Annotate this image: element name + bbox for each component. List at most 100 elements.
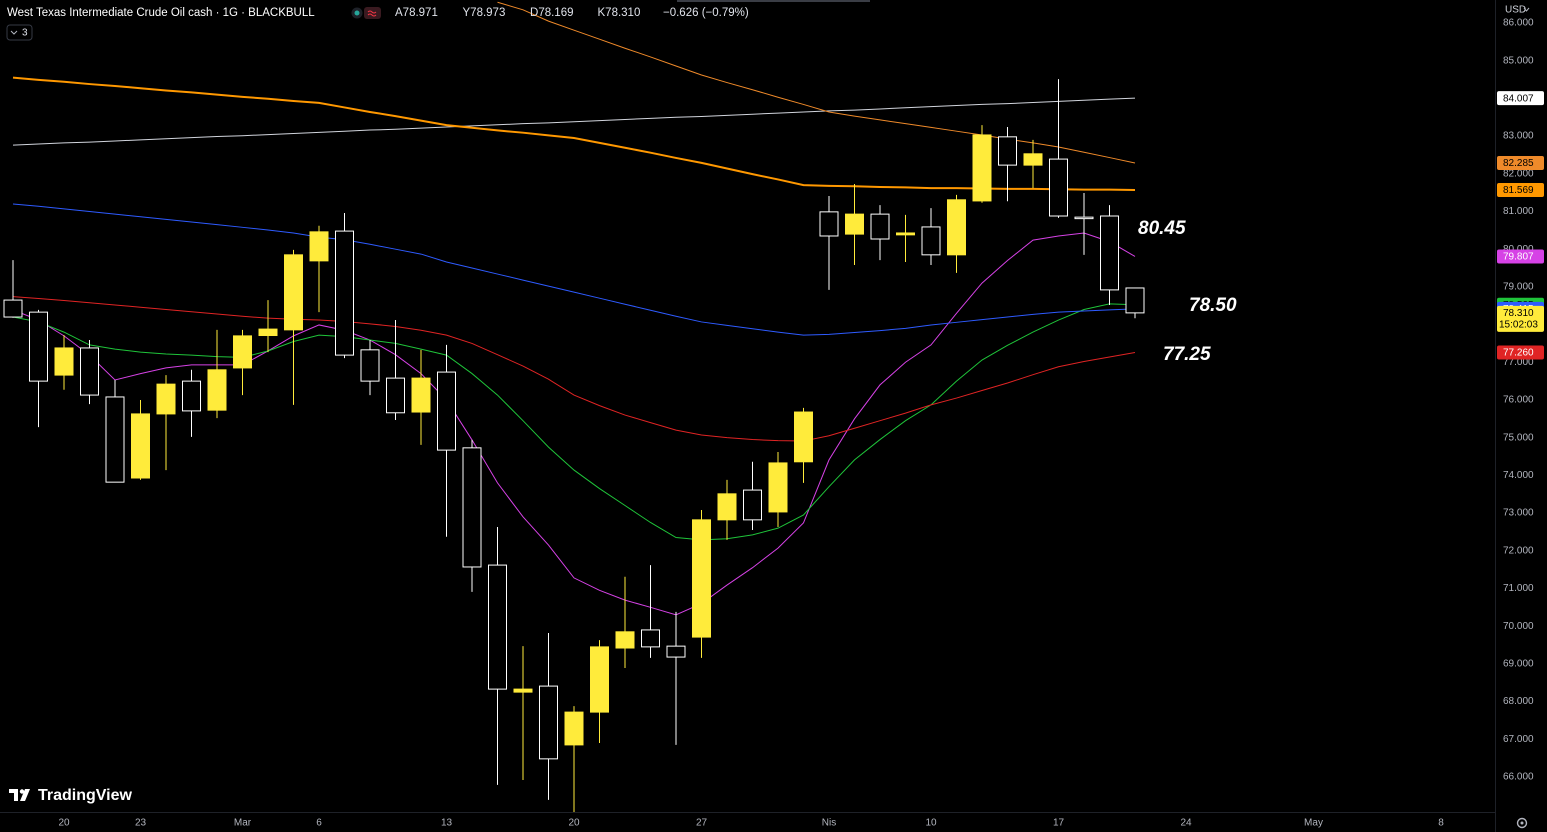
candle-body — [488, 564, 507, 690]
x-tick-label: 20 — [58, 818, 70, 829]
y-tick-label: 82.000 — [1503, 168, 1534, 179]
ohlc-letter: K — [598, 7, 606, 19]
candle-body — [590, 646, 609, 713]
price-label-box — [1497, 156, 1544, 171]
ohlc-item: K78.310 — [598, 7, 641, 19]
x-tick-label: 23 — [135, 818, 147, 829]
moving-average-line — [12, 76, 1136, 192]
candle-body — [411, 377, 431, 413]
candle-body — [258, 328, 278, 337]
y-tick-label: 83.000 — [1503, 131, 1534, 142]
ohlc-letter: A — [395, 7, 403, 19]
moving-average-line — [497, 1, 1136, 164]
candle-body — [870, 213, 890, 240]
axes: 66.000 67.000 68.000 69.000 70.000 71.000 72.0… — [58, 18, 1534, 829]
y-tick-label: 76.000 — [1503, 395, 1534, 406]
price-label: 84.007 — [1503, 93, 1534, 104]
candle-body — [1023, 153, 1043, 166]
candle-body — [717, 493, 737, 521]
ohlc-value: 78.971 — [403, 7, 438, 19]
countdown-label: 15:02:03 — [1499, 320, 1538, 331]
currency[interactable]: USD — [1505, 5, 1526, 16]
brand-name: TradingView — [38, 787, 133, 804]
y-tick-label: 68.000 — [1503, 696, 1534, 707]
y-tick-label: 81.000 — [1503, 206, 1534, 217]
x-tick-label: 20 — [568, 818, 580, 829]
currency-chevron — [1523, 7, 1530, 12]
x-tick-label: 6 — [316, 818, 322, 829]
y-tick-label: 74.000 — [1503, 470, 1534, 481]
price-label-box — [1497, 183, 1544, 198]
market-icon-wave — [367, 10, 377, 17]
candle-body — [309, 231, 329, 262]
y-tick-label: 86.000 — [1503, 18, 1534, 29]
overlay-lines — [12, 1, 1136, 616]
candle-body — [207, 369, 227, 411]
ohlc-item: Y78.973 — [463, 7, 506, 19]
candle-body — [1074, 216, 1094, 220]
candle-body — [1125, 287, 1145, 314]
moving-average-line — [12, 232, 1136, 616]
chevron — [10, 30, 18, 35]
candle-body — [615, 631, 635, 649]
status-dot — [354, 10, 360, 16]
price-label-box — [1497, 249, 1544, 264]
settings-icon[interactable] — [1516, 817, 1528, 829]
brand: TradingView — [9, 787, 133, 804]
candle-body — [360, 349, 380, 382]
brand-logo — [9, 789, 30, 801]
candle-body — [794, 411, 813, 463]
annotation: 77.25 — [1163, 344, 1211, 365]
y-tick-label: 66.000 — [1503, 772, 1534, 783]
chart-title: West Texas Intermediate Crude Oil cash ·… — [7, 7, 315, 19]
x-tick-label: 13 — [441, 818, 453, 829]
candle-body — [80, 347, 99, 396]
y-tick-label: 85.000 — [1503, 55, 1534, 66]
y-tick-label: 72.000 — [1503, 545, 1534, 556]
candle-body — [539, 685, 558, 760]
x-tick-label: 24 — [1180, 818, 1192, 829]
candle-body — [692, 519, 711, 638]
ohlc-value: 78.169 — [538, 7, 573, 19]
gear-center — [1520, 821, 1524, 825]
y-tick-label: 69.000 — [1503, 658, 1534, 669]
candle-body — [437, 371, 456, 451]
candle-body — [1049, 158, 1068, 217]
candle-body — [54, 347, 74, 376]
x-tick-label: Nis — [822, 818, 836, 829]
ohlc-value: 78.973 — [470, 7, 505, 19]
moving-average-line — [12, 203, 1136, 336]
y-tick-label: 79.000 — [1503, 282, 1534, 293]
price-label: 81.569 — [1503, 185, 1534, 196]
price-label: 77.260 — [1503, 348, 1534, 359]
gear[interactable] — [1516, 817, 1528, 829]
ohlc-letter: D — [530, 7, 538, 19]
price-label-box — [1497, 91, 1544, 106]
candle-body — [768, 462, 788, 513]
candle-body — [131, 413, 150, 479]
ohlc-item: D78.169 — [530, 7, 574, 19]
last-price-box — [1497, 305, 1544, 332]
header: West Texas Intermediate Crude Oil cash ·… — [6, 5, 1530, 41]
candle-body — [845, 213, 864, 235]
ohlc-letter: Y — [463, 7, 471, 19]
y-tick-label: 77.000 — [1503, 357, 1534, 368]
price-label-box — [1497, 345, 1544, 360]
brand-logo-dot — [19, 789, 25, 794]
x-tick-label: May — [1304, 818, 1323, 829]
candle-body — [462, 447, 482, 568]
x-tick-label: 10 — [925, 818, 937, 829]
x-tick-label: 27 — [696, 818, 708, 829]
price-label: 82.285 — [1503, 158, 1534, 169]
candle-body — [29, 311, 48, 382]
moving-average-line — [12, 97, 1136, 146]
y-tick-label: 67.000 — [1503, 734, 1534, 745]
candles — [3, 79, 1145, 812]
candle-body — [641, 629, 660, 648]
indicator-toggle[interactable] — [6, 24, 33, 41]
candle-body — [233, 335, 252, 369]
candle-body — [819, 211, 839, 237]
